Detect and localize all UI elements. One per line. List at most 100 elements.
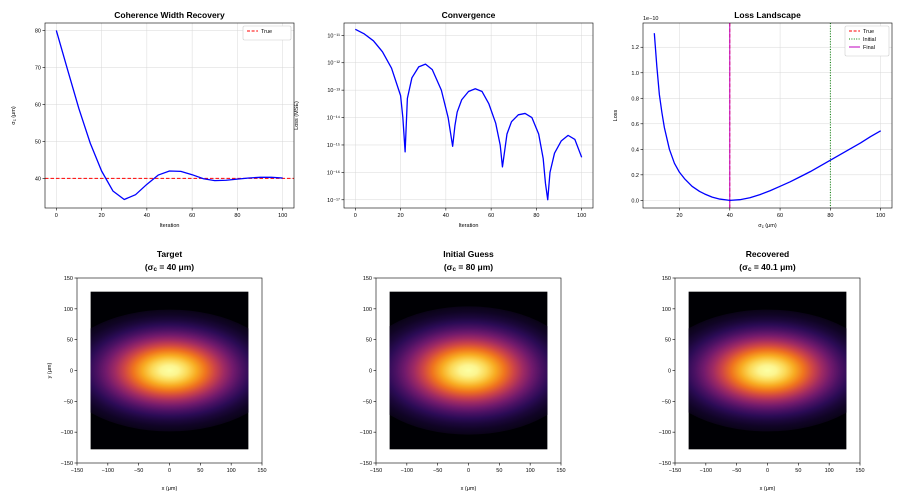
x-tick-label: 20 [398,213,404,219]
series-line-0 [355,28,583,201]
x-tick-label: 60 [488,213,494,219]
y-tick-label: 0.8 [631,96,639,102]
x-tick-label: 100 [825,468,834,474]
x-tick-label: 150 [556,468,565,474]
x-tick-label: −150 [71,468,83,474]
chart-subtitle: (σc = 40 μm) [145,262,194,273]
axes-frame [642,22,893,209]
series-line-0 [653,33,882,201]
series-line-0 [55,30,283,201]
y-tick-label: 10⁻¹⁶ [327,169,340,176]
intensity-blob [389,306,548,435]
x-tick-label: −50 [134,468,143,474]
chart-title: Recovered [746,249,789,259]
x-tick-label: −100 [700,468,712,474]
x-tick-label: 40 [727,213,733,219]
x-tick-label: 150 [855,468,864,474]
y-tick-label: −150 [659,461,671,467]
y-axis-label: y (μm) [47,362,53,378]
x-axis-label: x (μm) [162,486,178,492]
chart-5: −150 −100 −50 0 50 100 150 −150 −100 −50 0 50 100 150… [659,249,865,492]
y-tick-label: 0.0 [631,198,639,204]
x-axis-label: x (μm) [461,486,477,492]
plot-area [45,30,294,201]
y-tick-label: 50 [35,139,41,145]
legend: True [242,25,292,41]
intensity-image [90,291,249,450]
y-tick-label: 10⁻¹⁷ [327,197,340,204]
x-tick-label: 60 [189,213,195,219]
x-axis-label: σc (μm) [758,223,777,229]
x-tick-label: −50 [433,468,442,474]
y-tick-label: −50 [363,399,372,405]
intensity-blob [688,309,847,432]
chart-title: Loss Landscape [734,10,801,20]
x-tick-label: 0 [168,468,171,474]
x-tick-label: 20 [676,213,682,219]
y-tick-label: −50 [64,399,73,405]
y-tick-label: 10⁻¹⁴ [327,115,341,122]
legend-entry: True [863,29,874,35]
y-tick-label: 10⁻¹² [327,61,340,67]
x-tick-label: 100 [577,213,586,219]
y-tick-label: 50 [366,338,372,344]
y-tick-label: 10⁻¹⁵ [327,142,340,149]
x-tick-label: 80 [827,213,833,219]
y-tick-label: 0.2 [631,173,639,179]
legend: True Initial Final [844,25,890,57]
y-axis-label: σc (μm) [11,106,17,125]
x-tick-label: 60 [777,213,783,219]
chart-subtitle: (σc = 80 μm) [444,262,493,273]
y-tick-label: 1.2 [631,45,639,51]
x-tick-label: 50 [795,468,801,474]
x-axis-label: Iteration [160,223,180,229]
y-tick-label: 80 [35,28,41,34]
x-tick-label: 0 [354,213,357,219]
y-tick-label: 150 [64,276,73,282]
y-tick-label: −100 [360,430,372,436]
axes-frame [44,22,295,209]
legend-entry: True [261,29,272,35]
y-tick-label: 70 [35,65,41,71]
y-tick-label: −150 [360,461,372,467]
chart-3: −150 −100 −50 0 50 100 150 −150 −100 −50 0 50 100 150… [47,249,267,492]
y-tick-label: 40 [35,176,41,182]
x-tick-label: 50 [197,468,203,474]
legend-entry: Initial [863,37,876,43]
y-tick-label: 150 [363,276,372,282]
intensity-image [389,291,548,450]
intensity-image [688,291,847,450]
y-offset-text: 1e−10 [643,16,658,22]
y-tick-label: 0.6 [631,122,639,128]
y-tick-label: 1.0 [631,71,639,77]
x-tick-label: −100 [401,468,413,474]
x-tick-label: 150 [257,468,266,474]
y-tick-label: 50 [67,338,73,344]
x-tick-label: 100 [227,468,236,474]
x-tick-label: 50 [496,468,502,474]
legend-box [844,25,890,57]
y-tick-label: −150 [61,461,73,467]
y-axis-label: Loss (MSE) [294,101,300,130]
y-tick-label: −100 [61,430,73,436]
x-tick-label: −100 [102,468,114,474]
x-tick-label: 100 [278,213,287,219]
y-tick-label: 10⁻¹³ [327,88,340,94]
x-axis-label: x (μm) [760,486,776,492]
chart-title: Target [157,249,183,259]
x-tick-label: −150 [669,468,681,474]
x-tick-label: 100 [876,213,885,219]
chart-2: 20 40 60 80 100 0.0 0.2 0.4 0.6 0.8 1.0 1.2 Loss Lan… [613,10,893,229]
x-tick-label: −150 [370,468,382,474]
y-tick-label: 100 [363,307,372,313]
y-tick-label: 0.4 [631,147,639,153]
y-axis-label: Loss [613,109,619,121]
axes-frame [343,22,594,209]
legend-box [242,25,292,41]
legend-entry: Final [863,45,875,51]
y-tick-label: 50 [665,338,671,344]
plot-area [653,23,882,208]
y-tick-label: 0 [668,369,671,375]
y-tick-label: 10⁻¹¹ [327,33,340,39]
